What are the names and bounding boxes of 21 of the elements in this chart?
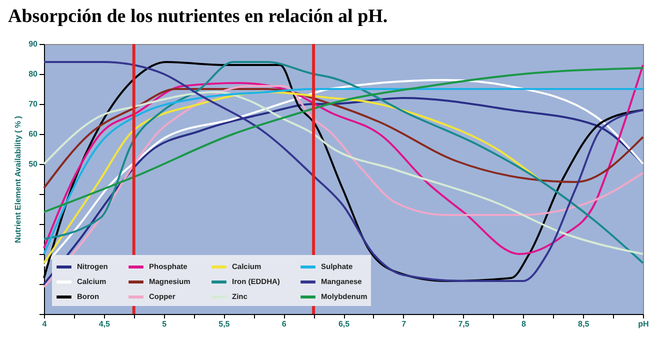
line-series bbox=[43, 67, 644, 213]
y-tick-label: 90 bbox=[28, 40, 38, 48]
x-tick-label: pH bbox=[638, 320, 650, 328]
chart-title: Absorpción de los nutrientes en relación al pH. bbox=[8, 6, 388, 27]
x-tick-label: 7,5 bbox=[458, 320, 470, 328]
x-tick-label: 6,5 bbox=[338, 320, 350, 328]
x-tick-label: 5,5 bbox=[218, 320, 230, 328]
y-tick-label: 70 bbox=[28, 100, 38, 108]
x-tick-label: 5 bbox=[162, 320, 168, 328]
line-series bbox=[43, 88, 644, 189]
y-tick-label: 50 bbox=[28, 160, 38, 168]
x-tick-label: 8 bbox=[521, 320, 526, 328]
x-tick-label: 7 bbox=[402, 320, 407, 328]
x-tick-label: 4,5 bbox=[98, 320, 111, 328]
y-axis-title: Nutrient Element Availability ( % ) bbox=[14, 116, 23, 243]
x-tick-label: 8,5 bbox=[578, 320, 590, 328]
y-tick-label: 60 bbox=[28, 130, 38, 138]
x-tick-label: 6 bbox=[282, 320, 287, 328]
x-tick-label: 4 bbox=[42, 320, 48, 328]
y-tick-label: 80 bbox=[28, 70, 38, 78]
line-series bbox=[43, 91, 544, 264]
